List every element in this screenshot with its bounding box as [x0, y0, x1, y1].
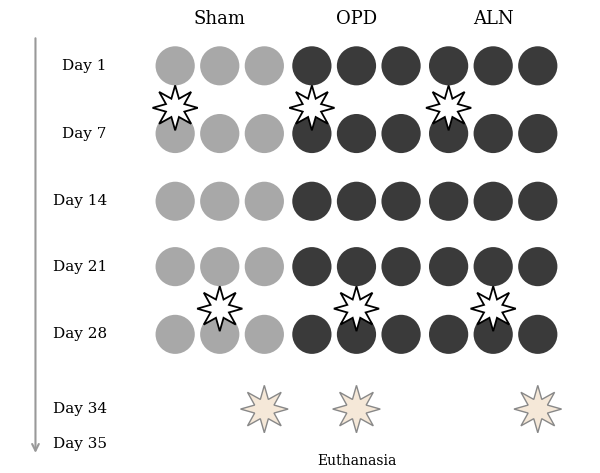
Ellipse shape — [200, 182, 239, 221]
Ellipse shape — [518, 46, 557, 85]
Ellipse shape — [292, 114, 332, 153]
Ellipse shape — [382, 114, 421, 153]
Ellipse shape — [429, 46, 468, 85]
Ellipse shape — [473, 315, 513, 354]
Ellipse shape — [155, 46, 195, 85]
Ellipse shape — [200, 46, 239, 85]
Ellipse shape — [429, 182, 468, 221]
Ellipse shape — [155, 114, 195, 153]
Ellipse shape — [245, 315, 284, 354]
Text: Day 1: Day 1 — [62, 59, 107, 73]
Ellipse shape — [429, 315, 468, 354]
Ellipse shape — [292, 247, 332, 286]
Ellipse shape — [518, 315, 557, 354]
Text: Day 21: Day 21 — [53, 260, 107, 274]
Ellipse shape — [518, 114, 557, 153]
Polygon shape — [289, 85, 334, 131]
Ellipse shape — [382, 46, 421, 85]
Ellipse shape — [200, 315, 239, 354]
Ellipse shape — [337, 114, 376, 153]
Ellipse shape — [155, 182, 195, 221]
Ellipse shape — [337, 46, 376, 85]
Ellipse shape — [518, 247, 557, 286]
Polygon shape — [426, 85, 471, 131]
Text: Day 35: Day 35 — [53, 437, 107, 451]
Ellipse shape — [382, 247, 421, 286]
Ellipse shape — [518, 182, 557, 221]
Polygon shape — [514, 385, 562, 433]
Ellipse shape — [429, 114, 468, 153]
Ellipse shape — [245, 182, 284, 221]
Text: Euthanasia: Euthanasia — [317, 455, 396, 468]
Ellipse shape — [245, 247, 284, 286]
Ellipse shape — [337, 247, 376, 286]
Ellipse shape — [155, 315, 195, 354]
Text: Day 7: Day 7 — [62, 127, 107, 140]
Ellipse shape — [292, 315, 332, 354]
Ellipse shape — [337, 182, 376, 221]
Polygon shape — [197, 286, 242, 331]
Ellipse shape — [429, 247, 468, 286]
Text: Day 28: Day 28 — [53, 327, 107, 342]
Ellipse shape — [245, 114, 284, 153]
Polygon shape — [332, 385, 380, 433]
Ellipse shape — [292, 182, 332, 221]
Polygon shape — [152, 85, 198, 131]
Text: Day 34: Day 34 — [53, 402, 107, 416]
Ellipse shape — [473, 46, 513, 85]
Ellipse shape — [245, 46, 284, 85]
Ellipse shape — [337, 315, 376, 354]
Ellipse shape — [382, 182, 421, 221]
Ellipse shape — [382, 315, 421, 354]
Polygon shape — [334, 286, 379, 331]
Text: Sham: Sham — [194, 10, 246, 28]
Ellipse shape — [200, 114, 239, 153]
Ellipse shape — [473, 182, 513, 221]
Polygon shape — [241, 385, 288, 433]
Ellipse shape — [292, 46, 332, 85]
Polygon shape — [470, 286, 516, 331]
Ellipse shape — [155, 247, 195, 286]
Text: OPD: OPD — [336, 10, 377, 28]
Text: ALN: ALN — [473, 10, 514, 28]
Ellipse shape — [200, 247, 239, 286]
Ellipse shape — [473, 247, 513, 286]
Ellipse shape — [473, 114, 513, 153]
Text: Day 14: Day 14 — [53, 194, 107, 208]
